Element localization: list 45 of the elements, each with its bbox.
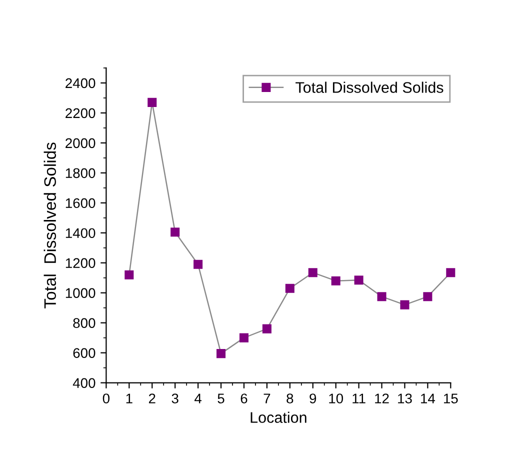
x-tick-label: 3: [172, 394, 178, 404]
point: [262, 324, 272, 334]
point: [216, 349, 226, 358]
x-tick-label: 14: [421, 394, 436, 404]
point: [239, 333, 248, 342]
x-tick-label: 12: [375, 394, 389, 404]
x-tick-label: 0: [102, 394, 110, 404]
legend-label: Total Dissolved Solids: [296, 82, 444, 93]
point: [377, 292, 386, 302]
point: [331, 276, 340, 286]
point: [124, 270, 134, 280]
x-tick-label: 10: [329, 394, 344, 404]
x-tick-label: 11: [352, 394, 366, 404]
point: [285, 284, 294, 293]
point: [400, 300, 410, 310]
y-tick-label: 1800: [66, 168, 96, 178]
y-tick-label: 2000: [66, 138, 96, 148]
y-tick-label: 1600: [66, 198, 96, 208]
point: [194, 260, 203, 269]
x-tick-label: 9: [310, 394, 316, 404]
y-tick-label: 1200: [66, 258, 96, 268]
point: [308, 268, 318, 278]
y-tick-label: 2400: [66, 78, 96, 88]
x-tick-label: 2: [148, 394, 156, 404]
point: [354, 276, 364, 285]
x-tick-label: 8: [286, 394, 294, 404]
y-tick-label: 600: [73, 348, 96, 358]
x-tick-label: 5: [218, 394, 224, 404]
point: [148, 98, 157, 107]
x-tick-label: 7: [264, 394, 270, 404]
y-tick-label: 1400: [66, 228, 96, 238]
y-tick-label: 1000: [66, 288, 96, 298]
x-tick-label: 1: [126, 394, 132, 404]
x-tick-label: 4: [194, 394, 202, 404]
y-tick-label: 2200: [66, 108, 96, 118]
y-axis-title: Total Dissolved Solids: [44, 142, 56, 308]
point: [446, 268, 456, 278]
y-tick-label: 400: [72, 378, 96, 388]
y-tick-label: 800: [73, 318, 96, 328]
point: [170, 228, 180, 237]
x-tick-label: 13: [398, 394, 412, 404]
point: [423, 292, 432, 302]
x-tick-label: 15: [444, 394, 458, 404]
x-axis-title: Location: [250, 412, 306, 423]
x-tick-label: 6: [240, 394, 248, 404]
